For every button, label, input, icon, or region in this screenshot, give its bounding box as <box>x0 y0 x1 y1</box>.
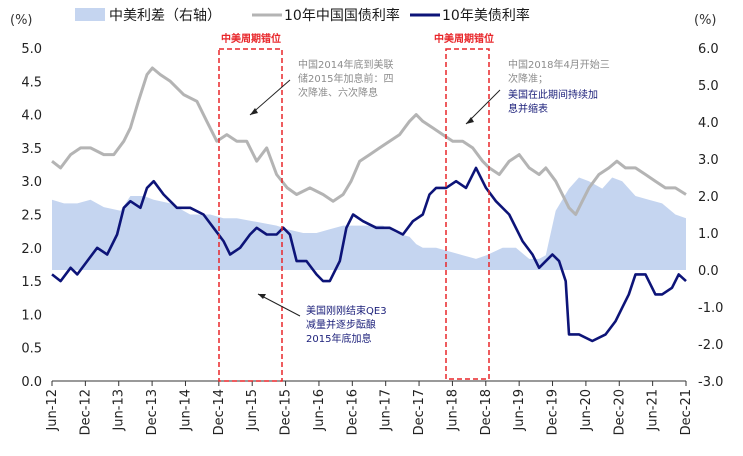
x-tick-label: Jun-14 <box>179 389 194 432</box>
right-tick-label: 6.0 <box>698 42 719 57</box>
annotation-us-2018-line-1: 美国在此期间持续加 <box>508 88 598 101</box>
x-tick-label: Jun-20 <box>579 389 594 432</box>
annotation-us-2015-line-3: 2015年底加息 <box>306 332 371 345</box>
legend-swatch-spread <box>75 8 105 21</box>
annotation-us-2015-line-1: 美国刚刚结束QE3 <box>306 304 387 317</box>
left-tick-label: 4.5 <box>21 75 42 90</box>
left-tick-label: 1.0 <box>21 308 42 323</box>
highlight-box-2-frame <box>445 48 490 380</box>
left-tick-label: 0.0 <box>21 375 42 390</box>
annotation-cn-2018-arrowhead <box>466 117 474 124</box>
left-tick-label: 2.5 <box>21 209 42 224</box>
annotation-cn-2014-arrowhead <box>250 108 258 115</box>
plot-area <box>51 66 687 343</box>
annotation-cn-2014-line-1: 中国2014年底到美联 <box>298 58 393 71</box>
annotation-cn-2014: 中国2014年底到美联 储2015年加息前：四 次降准、六次降息 <box>249 58 393 116</box>
left-tick-label: 3.5 <box>21 142 42 157</box>
right-tick-label: -3.0 <box>698 375 723 390</box>
annotation-us-2015-line-2: 减量并逐步酝酿 <box>306 318 376 331</box>
x-tick-label: Jun-16 <box>312 389 327 432</box>
legend-label-cn: 10年中国国债利率 <box>284 7 400 24</box>
annotation-us-2018-line-2: 息并缩表 <box>508 102 548 115</box>
right-tick-label: 5.0 <box>698 79 719 94</box>
left-tick-label: 5.0 <box>21 42 42 57</box>
annotation-cn-2018-line-1: 中国2018年4月开始三 <box>508 58 610 71</box>
series-us-10y-line <box>51 166 687 343</box>
series-spread-area <box>52 177 686 270</box>
x-tick-label: Dec-16 <box>345 389 360 435</box>
x-tick-label: Jun-18 <box>445 389 460 432</box>
x-tick-label: Dec-17 <box>412 389 427 435</box>
right-tick-label: 1.0 <box>698 227 719 242</box>
x-axis: Jun-12 Dec-12 Jun-13 Dec-13 Jun-14 Dec-14 Jun-… <box>45 380 694 435</box>
annotation-us-2015-arrow <box>257 293 301 317</box>
annotation-cn-2014-arrow <box>249 79 291 116</box>
x-tick-label: Jun-17 <box>379 389 394 432</box>
annotation-cn-2014-line-2: 储2015年加息前：四 <box>298 72 393 85</box>
right-tick-label: 0.0 <box>698 264 719 279</box>
x-tick-label: Dec-12 <box>78 389 93 435</box>
highlight-box-1-frame <box>218 48 283 382</box>
annotation-cn-2018: 中国2018年4月开始三 次降准； 美国在此期间持续加 息并缩表 <box>465 58 610 125</box>
x-tick-label: Dec-13 <box>145 389 160 435</box>
right-tick-label: 4.0 <box>698 116 719 131</box>
right-axis-unit: (%) <box>694 13 717 28</box>
x-tick-label: Dec-19 <box>546 389 561 435</box>
left-tick-label: 4.0 <box>21 109 42 124</box>
x-tick-label: Dec-18 <box>479 389 494 435</box>
x-tick-label: Dec-14 <box>212 389 227 435</box>
highlight-box-1: 中美周期错位 <box>218 32 283 382</box>
x-tick-label: Dec-21 <box>679 389 694 435</box>
left-tick-label: 3.0 <box>21 175 42 190</box>
annotation-cn-2018-line-2: 次降准； <box>508 72 548 85</box>
series-cn-10y-line <box>51 66 687 216</box>
legend: 中美利差（右轴） 10年中国国债利率 10年美债利率 <box>75 7 530 24</box>
x-tick-label: Jun-13 <box>112 389 127 432</box>
x-tick-label: Jun-15 <box>245 389 260 432</box>
x-tick-label: Jun-12 <box>45 389 60 432</box>
left-tick-label: 0.5 <box>21 342 42 357</box>
right-tick-label: 2.0 <box>698 190 719 205</box>
right-axis-ticks: 6.0 5.0 4.0 3.0 2.0 1.0 0.0 -1.0 -2.0 -3.0 <box>698 42 723 390</box>
left-axis-unit: (%) <box>10 13 33 28</box>
annotation-cn-2014-line-3: 次降准、六次降息 <box>298 86 378 99</box>
left-axis-ticks: 5.0 4.5 4.0 3.5 3.0 2.5 2.0 1.5 1.0 0.5 0.0 <box>21 42 42 390</box>
legend-label-us: 10年美债利率 <box>442 7 530 24</box>
highlight-box-2: 中美周期错位 <box>434 32 494 380</box>
highlight-box-1-label: 中美周期错位 <box>221 32 281 45</box>
x-tick-label: Jun-21 <box>646 389 661 432</box>
annotation-us-2015: 美国刚刚结束QE3 减量并逐步酝酿 2015年底加息 <box>257 293 387 345</box>
x-tick-label: Jun-19 <box>512 389 527 432</box>
highlight-box-2-label: 中美周期错位 <box>434 32 494 45</box>
right-tick-label: -1.0 <box>698 301 723 316</box>
right-tick-label: -2.0 <box>698 338 723 353</box>
left-tick-label: 2.0 <box>21 242 42 257</box>
annotation-us-2015-arrowhead <box>258 294 266 299</box>
left-tick-label: 1.5 <box>21 275 42 290</box>
x-tick-label: Dec-15 <box>279 389 294 435</box>
legend-label-spread: 中美利差（右轴） <box>109 8 221 24</box>
right-tick-label: 3.0 <box>698 153 719 168</box>
x-tick-label: Dec-20 <box>612 389 627 435</box>
